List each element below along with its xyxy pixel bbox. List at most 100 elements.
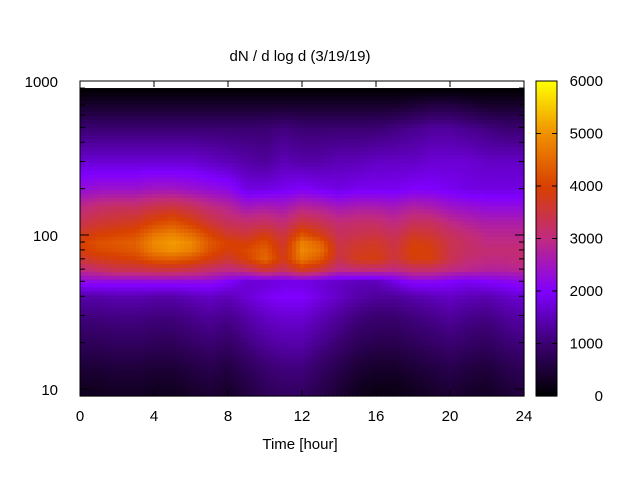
heatmap-cell (396, 243, 401, 249)
heatmap-cell (180, 310, 185, 315)
heatmap-cell (416, 251, 421, 257)
heatmap-cell (348, 392, 353, 397)
heatmap-cell (136, 325, 141, 331)
heatmap-cell (412, 368, 417, 374)
heatmap-cell (468, 298, 473, 304)
heatmap-cell (308, 298, 313, 304)
heatmap-cell (128, 251, 133, 257)
heatmap-cell (324, 259, 329, 265)
heatmap-cell (120, 368, 125, 374)
heatmap-cell (260, 290, 265, 296)
heatmap-cell (400, 337, 405, 343)
heatmap-cell (400, 298, 405, 304)
heatmap-cell (88, 224, 93, 229)
heatmap-cell (500, 267, 505, 272)
heatmap-cell (220, 353, 225, 358)
heatmap-cell (204, 333, 209, 339)
heatmap-cell (388, 380, 393, 385)
heatmap-cell (116, 376, 121, 382)
heatmap-cell (212, 376, 217, 382)
heatmap-cell (432, 302, 437, 307)
heatmap-cell (336, 279, 341, 284)
heatmap-cell (388, 372, 393, 378)
heatmap-cell (292, 388, 297, 393)
heatmap-cell (284, 236, 289, 241)
heatmap-cell (112, 337, 117, 343)
heatmap-cell (504, 384, 509, 389)
heatmap-cell (300, 380, 305, 385)
heatmap-cell (228, 329, 233, 335)
heatmap-cell (116, 232, 121, 237)
heatmap-cell (340, 228, 345, 233)
heatmap-cell (344, 353, 349, 358)
heatmap-cell (272, 372, 277, 378)
heatmap-cell (348, 357, 353, 362)
heatmap-cell (204, 279, 209, 284)
heatmap-cell (472, 302, 477, 307)
heatmap-cell (124, 247, 129, 253)
heatmap-cell (384, 329, 389, 335)
heatmap-cell (404, 372, 409, 378)
heatmap-cell (332, 353, 337, 358)
heatmap-cell (272, 329, 277, 335)
heatmap-cell (372, 368, 377, 374)
heatmap-cell (232, 360, 237, 366)
heatmap-cell (348, 353, 353, 358)
heatmap-cell (88, 384, 93, 389)
heatmap-cell (368, 345, 373, 350)
heatmap-cell (484, 349, 489, 354)
heatmap-cell (80, 353, 85, 358)
heatmap-cell (104, 298, 109, 304)
heatmap-cell (416, 349, 421, 354)
heatmap-cell (164, 263, 169, 268)
heatmap-cell (480, 310, 485, 315)
heatmap-cell (288, 247, 293, 253)
heatmap-cell (220, 329, 225, 335)
heatmap-cell (304, 255, 309, 261)
heatmap-cell (460, 345, 465, 350)
heatmap-cell (316, 329, 321, 335)
heatmap-cell (448, 357, 453, 362)
heatmap-cell (180, 275, 185, 280)
heatmap-cell (228, 337, 233, 343)
heatmap-cell (468, 357, 473, 362)
heatmap-cell (80, 220, 85, 226)
heatmap-cell (396, 294, 401, 300)
heatmap-cell (260, 384, 265, 389)
heatmap-cell (188, 282, 193, 288)
heatmap-cell (156, 236, 161, 241)
heatmap-cell (140, 337, 145, 343)
heatmap-cell (428, 368, 433, 374)
heatmap-cell (172, 290, 177, 296)
heatmap-cell (468, 255, 473, 261)
heatmap-cell (512, 392, 517, 397)
heatmap-cell (344, 228, 349, 233)
heatmap-cell (208, 279, 213, 284)
heatmap-cell (364, 294, 369, 300)
heatmap-cell (168, 314, 173, 319)
heatmap-cell (216, 353, 221, 358)
heatmap-cell (156, 290, 161, 296)
heatmap-cell (176, 259, 181, 265)
heatmap-cell (304, 341, 309, 346)
heatmap-cell (196, 368, 201, 374)
heatmap-cell (200, 392, 205, 397)
heatmap-cell (172, 310, 177, 315)
heatmap-cell (92, 314, 97, 319)
heatmap-cell (132, 341, 137, 346)
heatmap-cell (480, 220, 485, 226)
heatmap-cell (424, 286, 429, 292)
heatmap-cell (340, 259, 345, 265)
heatmap-cell (420, 240, 425, 245)
heatmap-cell (420, 392, 425, 397)
heatmap-cell (104, 279, 109, 284)
heatmap-cell (376, 353, 381, 358)
heatmap-cell (196, 302, 201, 307)
heatmap-cell (440, 392, 445, 397)
heatmap-cell (512, 321, 517, 327)
heatmap-cell (432, 353, 437, 358)
heatmap-cell (204, 306, 209, 311)
heatmap-cell (124, 263, 129, 268)
heatmap-cell (340, 240, 345, 245)
heatmap-cell (452, 290, 457, 296)
